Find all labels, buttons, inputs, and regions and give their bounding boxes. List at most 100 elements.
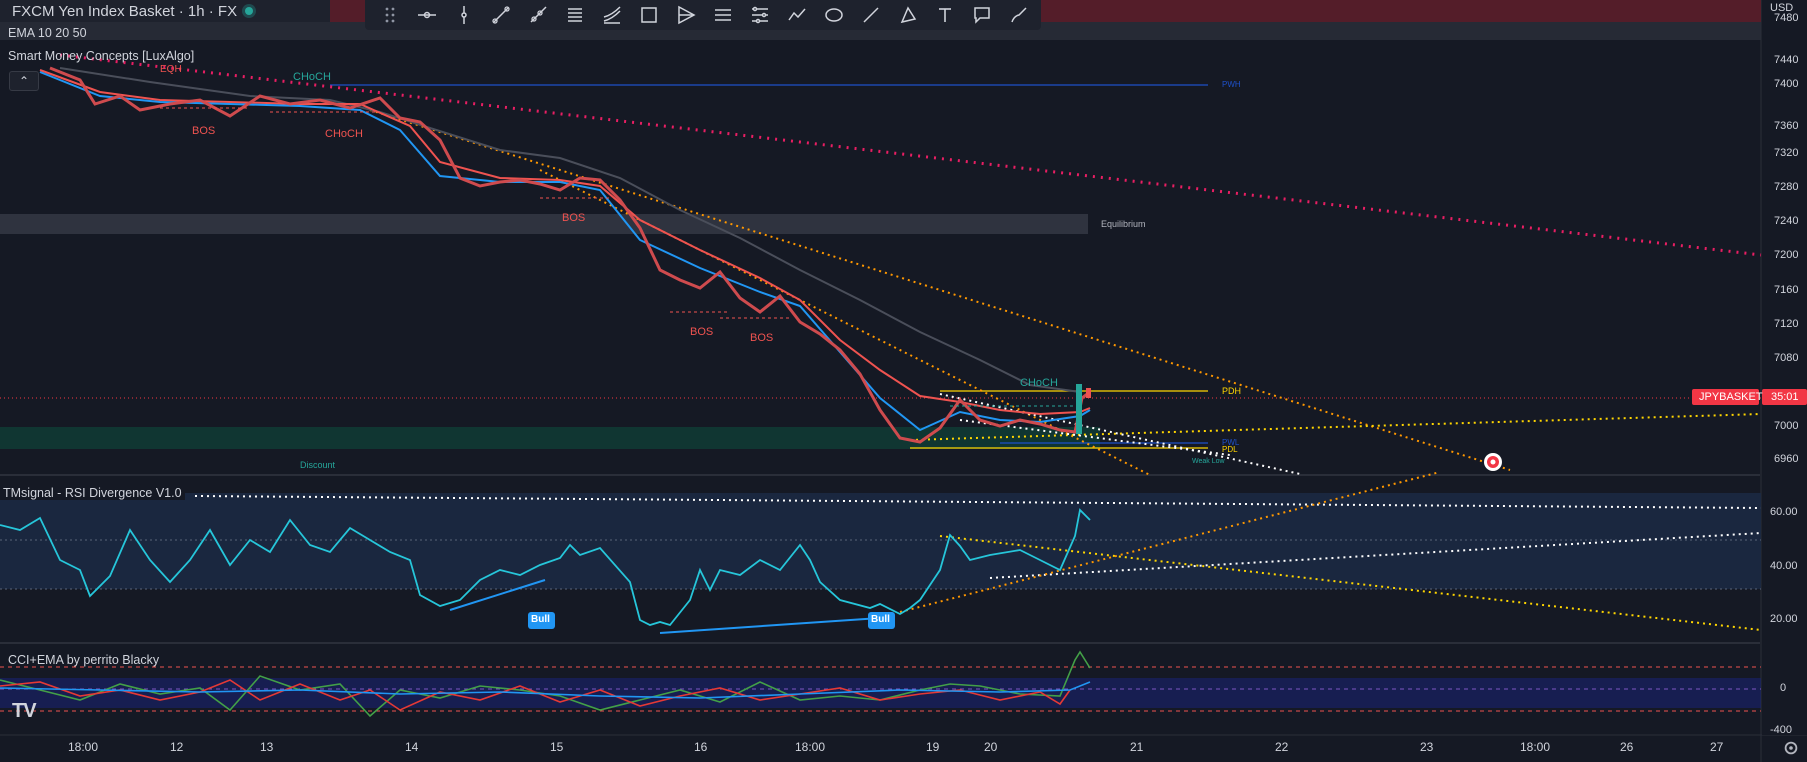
vertical-line-icon[interactable] xyxy=(445,0,482,30)
price-tick: 7360 xyxy=(1774,120,1799,132)
time-tick: 23 xyxy=(1420,740,1434,754)
price-axis-labels[interactable]: 7440 xyxy=(1774,40,1798,82)
price-candles[interactable] xyxy=(49,66,1091,444)
price-axis[interactable] xyxy=(1762,0,1807,735)
triangle-icon[interactable] xyxy=(889,0,926,30)
time-tick: 14 xyxy=(405,740,419,754)
time-tick: 27 xyxy=(1710,740,1724,754)
discount-zone xyxy=(0,427,1100,449)
discount-label: Discount xyxy=(300,460,336,470)
price-tick: 7200 xyxy=(1774,249,1799,261)
parallel-channel-icon[interactable] xyxy=(556,0,593,30)
pwl-label: PWL xyxy=(1222,438,1240,447)
eqh-label: EQH xyxy=(160,64,182,75)
ellipse-icon[interactable] xyxy=(815,0,852,30)
collapse-legend-button[interactable]: ⌃ xyxy=(9,71,39,91)
pink-trendline[interactable] xyxy=(59,53,1762,257)
rsi-tick: 60.00 xyxy=(1770,506,1798,518)
ema-mid-line xyxy=(39,69,1091,416)
time-tick: 18:00 xyxy=(1520,740,1551,754)
regression-icon[interactable] xyxy=(593,0,630,30)
symbol-title[interactable]: FXCM Yen Index Basket · 1h · FX xyxy=(12,2,238,20)
bull-badge-2 xyxy=(868,612,895,629)
time-tick: 18:00 xyxy=(795,740,826,754)
cci-tick: -400 xyxy=(1770,724,1793,736)
drag-icon[interactable] xyxy=(371,0,408,30)
cci-legend[interactable]: CCI+EMA by perrito Blacky xyxy=(8,653,160,667)
equilibrium-label: Equilibrium xyxy=(1101,219,1146,229)
rectangle-icon[interactable] xyxy=(630,0,667,30)
choch-label-green: CHoCH xyxy=(1020,377,1058,389)
price-tick: 7120 xyxy=(1774,318,1799,330)
chart-settings-icon[interactable] xyxy=(1782,739,1800,757)
drawing-toolbar xyxy=(365,0,1041,30)
fib-extension-icon[interactable] xyxy=(741,0,778,30)
rsi-legend[interactable]: TMsignal - RSI Divergence V1.0 xyxy=(0,486,185,500)
bull-badge-label-1: Bull xyxy=(531,614,550,625)
rsi-tick: 40.00 xyxy=(1770,560,1798,572)
tradingview-logo[interactable]: TV xyxy=(12,700,37,722)
chevron-up-icon: ⌃ xyxy=(18,74,30,88)
time-tick: 21 xyxy=(1130,740,1144,754)
market-status-icon xyxy=(245,7,254,15)
time-tick: 22 xyxy=(1275,740,1289,754)
pdh-label: PDH xyxy=(1222,386,1242,396)
time-tick: 16 xyxy=(694,740,708,754)
smc-legend[interactable]: Smart Money Concepts [LuxAlgo] xyxy=(8,49,195,63)
bos-label-3: BOS xyxy=(690,326,714,338)
weak-low-label: Weak Low xyxy=(1192,458,1225,465)
pitchfork-icon[interactable] xyxy=(667,0,704,30)
choch-label-red: CHoCH xyxy=(325,128,363,140)
ema-legend[interactable]: EMA 10 20 50 xyxy=(8,26,87,40)
text-icon[interactable] xyxy=(926,0,963,30)
bos-label-2: BOS xyxy=(562,212,586,224)
price-tick: 6960 xyxy=(1774,453,1799,465)
time-tick: 15 xyxy=(550,740,564,754)
cci-band xyxy=(0,678,1761,708)
price-tick: 7080 xyxy=(1774,352,1799,364)
symbol-header[interactable]: FXCM Yen Index Basket · 1h · FX xyxy=(0,0,330,22)
fib-retracement-icon[interactable] xyxy=(704,0,741,30)
yellow-trendline[interactable] xyxy=(909,413,1762,441)
brush-icon[interactable] xyxy=(1000,0,1037,30)
trend-line-icon[interactable] xyxy=(482,0,519,30)
orange-trendline-1[interactable] xyxy=(369,109,1511,471)
ray-icon[interactable] xyxy=(519,0,556,30)
path-icon[interactable] xyxy=(778,0,815,30)
rsi-band xyxy=(0,493,1761,589)
bar-countdown: 35:01 xyxy=(1771,391,1799,403)
equilibrium-zone xyxy=(0,214,1088,234)
price-tick: 7440 xyxy=(1774,54,1799,66)
price-tick: 7280 xyxy=(1774,181,1799,193)
price-tick: 7320 xyxy=(1774,147,1799,159)
callout-icon[interactable] xyxy=(963,0,1000,30)
price-tick: 7160 xyxy=(1774,284,1799,296)
line-icon[interactable] xyxy=(852,0,889,30)
choch-label-top: CHoCH xyxy=(293,71,331,83)
currency-label: USD xyxy=(1770,2,1794,14)
bull-badge-label-2: Bull xyxy=(871,614,890,625)
time-tick: 12 xyxy=(170,740,184,754)
rsi-line xyxy=(0,508,1091,627)
price-tick: 7000 xyxy=(1774,420,1799,432)
bull-badge-1 xyxy=(528,612,555,629)
time-tick: 19 xyxy=(926,740,940,754)
time-tick: 18:00 xyxy=(68,740,99,754)
price-tick: 7400 xyxy=(1774,78,1799,90)
cci-tick: 0 xyxy=(1780,682,1787,694)
symbol-price-badge[interactable]: JPYBASKET xyxy=(1699,391,1763,403)
price-tick: 7480 xyxy=(1774,12,1799,24)
time-tick: 20 xyxy=(984,740,998,754)
time-tick: 26 xyxy=(1620,740,1634,754)
pdl-label: PDL xyxy=(1222,445,1238,454)
crosshair-line-icon[interactable] xyxy=(408,0,445,30)
ema-slow-line xyxy=(59,67,1081,393)
time-tick: 13 xyxy=(260,740,274,754)
bos-label-1: BOS xyxy=(192,125,216,137)
bos-label-4: BOS xyxy=(750,332,774,344)
price-tick: 7240 xyxy=(1774,215,1799,227)
pwh-label: PWH xyxy=(1222,80,1241,89)
white-trendline-1[interactable] xyxy=(939,393,1301,475)
rsi-tick: 20.00 xyxy=(1770,613,1798,625)
